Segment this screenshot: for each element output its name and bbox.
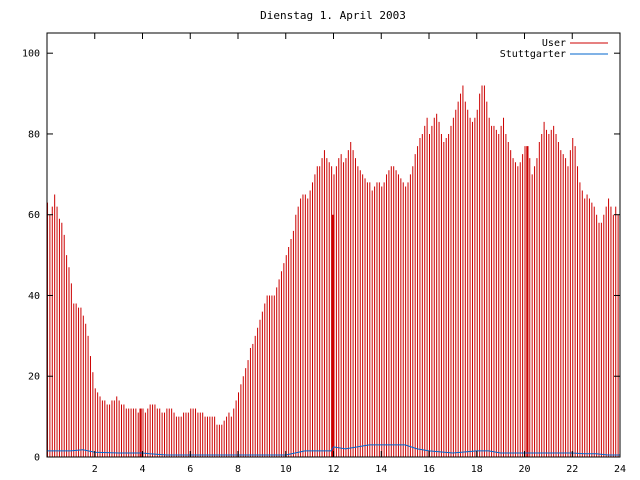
y-tick-label-20: 20 [28,372,40,383]
y-tick-label-80: 80 [28,129,40,140]
x-tick-label-16: 16 [423,464,435,475]
y-tick-label-40: 40 [28,291,40,302]
chart-title: Dienstag 1. April 2003 [260,9,406,22]
y-tick-label-100: 100 [22,49,40,60]
x-tick-label-18: 18 [471,464,483,475]
x-tick-label-10: 10 [280,464,292,475]
x-axis: 2 4 6 8 10 12 14 16 18 20 22 24 [92,33,626,475]
legend-label-user: User [542,38,566,49]
user-emphasized-bars [139,146,529,457]
x-tick-label-24: 24 [614,464,626,475]
x-tick-label-8: 8 [235,464,241,475]
y-tick-label-60: 60 [28,210,40,221]
legend: User Stuttgarter [500,38,608,60]
user-bars [47,85,619,457]
stuttgarter-line [47,444,620,456]
legend-label-stuttgarter: Stuttgarter [500,49,566,60]
x-tick-label-6: 6 [187,464,193,475]
y-tick-label-0: 0 [34,453,40,464]
x-tick-label-4: 4 [139,464,145,475]
y-axis: 0 20 40 60 80 100 [22,49,620,464]
x-tick-label-14: 14 [375,464,387,475]
x-tick-label-22: 22 [566,464,578,475]
x-tick-label-2: 2 [92,464,98,475]
x-tick-label-12: 12 [327,464,339,475]
x-tick-label-20: 20 [518,464,530,475]
